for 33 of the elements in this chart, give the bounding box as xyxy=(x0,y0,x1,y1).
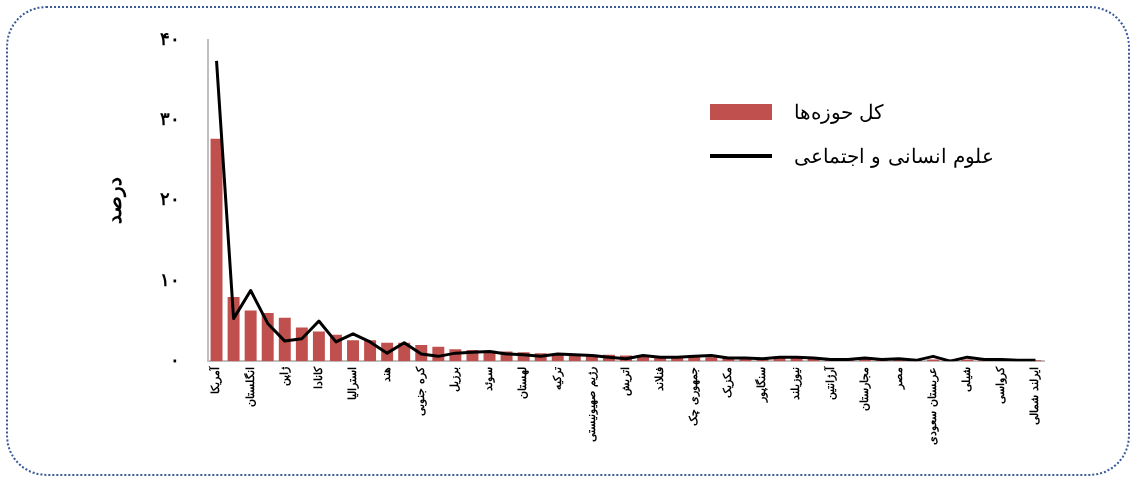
x-tick-label: کانادا xyxy=(311,366,325,390)
legend-label: کل حوزه‌ها xyxy=(793,100,885,124)
x-tick-label: لهستان xyxy=(516,367,530,400)
x-tick-label: مکزیک xyxy=(721,367,735,399)
x-tick-label: جمهوری چک xyxy=(687,367,701,427)
y-tick-label: ۱۰ xyxy=(160,268,180,290)
x-tick-label: فنلاند xyxy=(652,367,666,392)
x-tick-label: ترکیه xyxy=(550,367,564,391)
x-tick-label: رژیم صهیونیستی xyxy=(584,367,598,443)
x-tick-label: ژاپن xyxy=(277,366,291,387)
y-tick-label: ۳۰ xyxy=(160,107,180,129)
x-tick-label: کرواسی xyxy=(994,366,1008,405)
x-tick-label: آمریکا xyxy=(208,366,223,395)
x-tick-label: سنگاپور xyxy=(754,367,769,404)
y-tick-label: ۰ xyxy=(170,348,180,370)
x-tick-label: آرژانتین xyxy=(822,366,837,401)
y-axis-title: درصد xyxy=(102,177,128,225)
x-tick-label: عربستان سعودی xyxy=(925,367,939,446)
x-tick-label: نیوزیلند xyxy=(789,367,803,401)
y-tick-label: ۲۰ xyxy=(160,188,180,210)
x-tick-label: مجارستان xyxy=(857,367,871,412)
x-tick-label: شیلی xyxy=(960,367,974,393)
x-tick-label: مصر xyxy=(891,367,905,391)
x-tick-label: سوئد xyxy=(482,367,496,392)
x-tick-label: برزیل xyxy=(448,367,462,393)
y-tick-label: ۴۰ xyxy=(160,27,180,49)
x-tick-label: هند xyxy=(380,367,393,383)
legend-label: علوم انسانی و اجتماعی xyxy=(793,144,994,168)
x-tick-label: اتریش xyxy=(618,367,632,397)
x-tick-label: استرالیا xyxy=(345,367,359,401)
x-tick-label: انگلستان xyxy=(242,367,257,408)
x-tick-label: کره جنوبی xyxy=(414,366,428,417)
x-tick-label: ایرلند شمالی xyxy=(1028,367,1042,426)
